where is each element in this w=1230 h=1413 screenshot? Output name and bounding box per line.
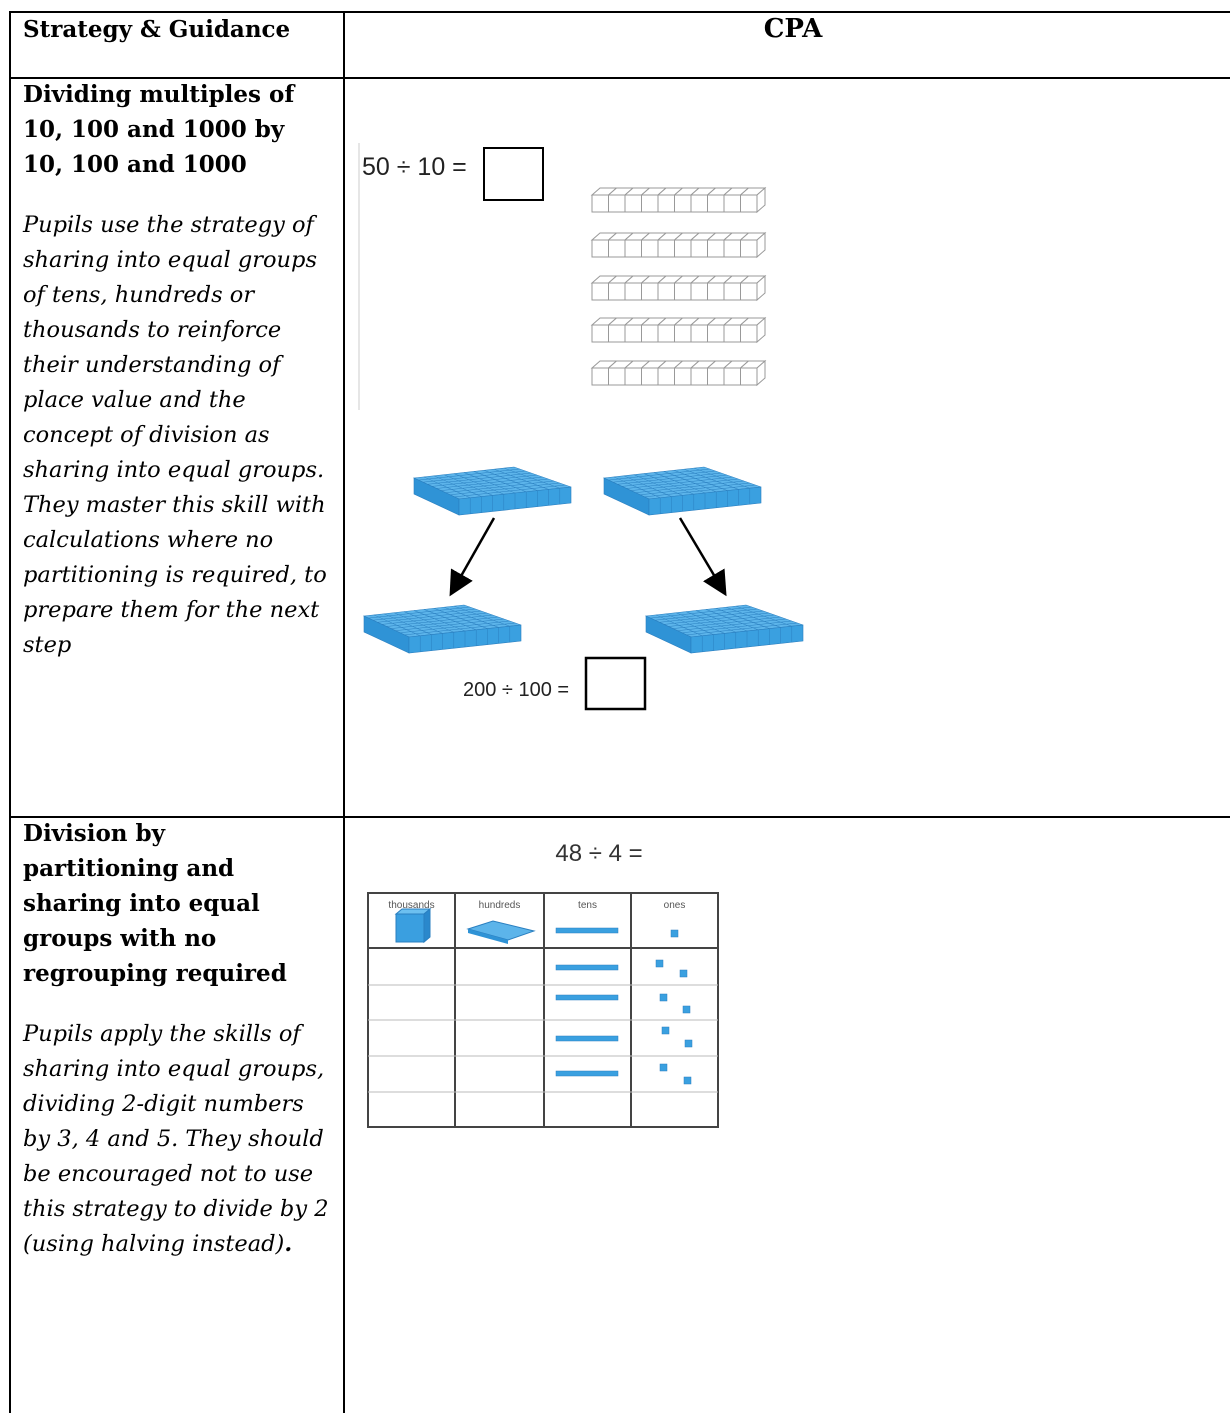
one-icon: [682, 1005, 691, 1014]
column-label: hundreds: [479, 900, 521, 911]
column-header: Strategy & Guidance: [23, 16, 291, 43]
guidance-end: .: [284, 1231, 293, 1257]
column-label: thousands: [388, 900, 434, 911]
guidance-text: Pupils apply the skills of sharing into …: [23, 1017, 333, 1262]
ten-icon: [555, 994, 619, 1001]
one-icon: [659, 993, 668, 1002]
one-icon: [683, 1076, 692, 1085]
one-icon: [679, 969, 688, 978]
ten-icon: [555, 1035, 619, 1042]
ten-icon: [555, 927, 619, 934]
ten-icon: [555, 964, 619, 971]
hundred-flat: [644, 604, 804, 654]
row-heading: Division by partitioning and sharing int…: [23, 820, 287, 987]
equation: 200 ÷ 100 =: [463, 679, 569, 701]
column-label: ones: [664, 900, 686, 911]
table-border: [9, 77, 1230, 79]
table-border: [9, 11, 1230, 13]
hundred-flat: [412, 466, 572, 516]
ten-rod: [590, 274, 767, 302]
arrow: [449, 517, 496, 597]
one-icon: [670, 929, 679, 938]
table-border: [9, 816, 1230, 818]
row-heading: Dividing multiples of 10, 100 and 1000 b…: [23, 81, 295, 178]
table-border: [9, 11, 11, 1413]
hundred-icon: [466, 920, 536, 941]
column-label: tens: [578, 900, 597, 911]
hundred-flat: [602, 466, 762, 516]
one-icon: [661, 1026, 670, 1035]
ten-rod: [590, 316, 767, 344]
one-icon: [659, 1063, 668, 1072]
equation: 50 ÷ 10 =: [362, 153, 467, 181]
answer-box: [483, 147, 544, 201]
thousand-cube: [423, 907, 431, 944]
thousand-cube: [395, 913, 425, 943]
ten-rod: [590, 231, 767, 259]
guidance-body: Pupils apply the skills of sharing into …: [23, 1021, 329, 1257]
equation: 48 ÷ 4 =: [555, 840, 642, 867]
hundred-icon: [468, 929, 508, 944]
one-icon: [684, 1039, 693, 1048]
one-icon: [655, 959, 664, 968]
guidance-text: Pupils use the strategy of sharing into …: [23, 212, 327, 658]
ten-rod: [590, 186, 767, 214]
table-border: [343, 11, 345, 1413]
ten-icon: [555, 1070, 619, 1077]
arrow: [678, 517, 727, 597]
ten-rod: [590, 359, 767, 387]
answer-box: [584, 656, 647, 711]
hundred-flat: [362, 604, 522, 654]
column-header: CPA: [763, 14, 823, 44]
